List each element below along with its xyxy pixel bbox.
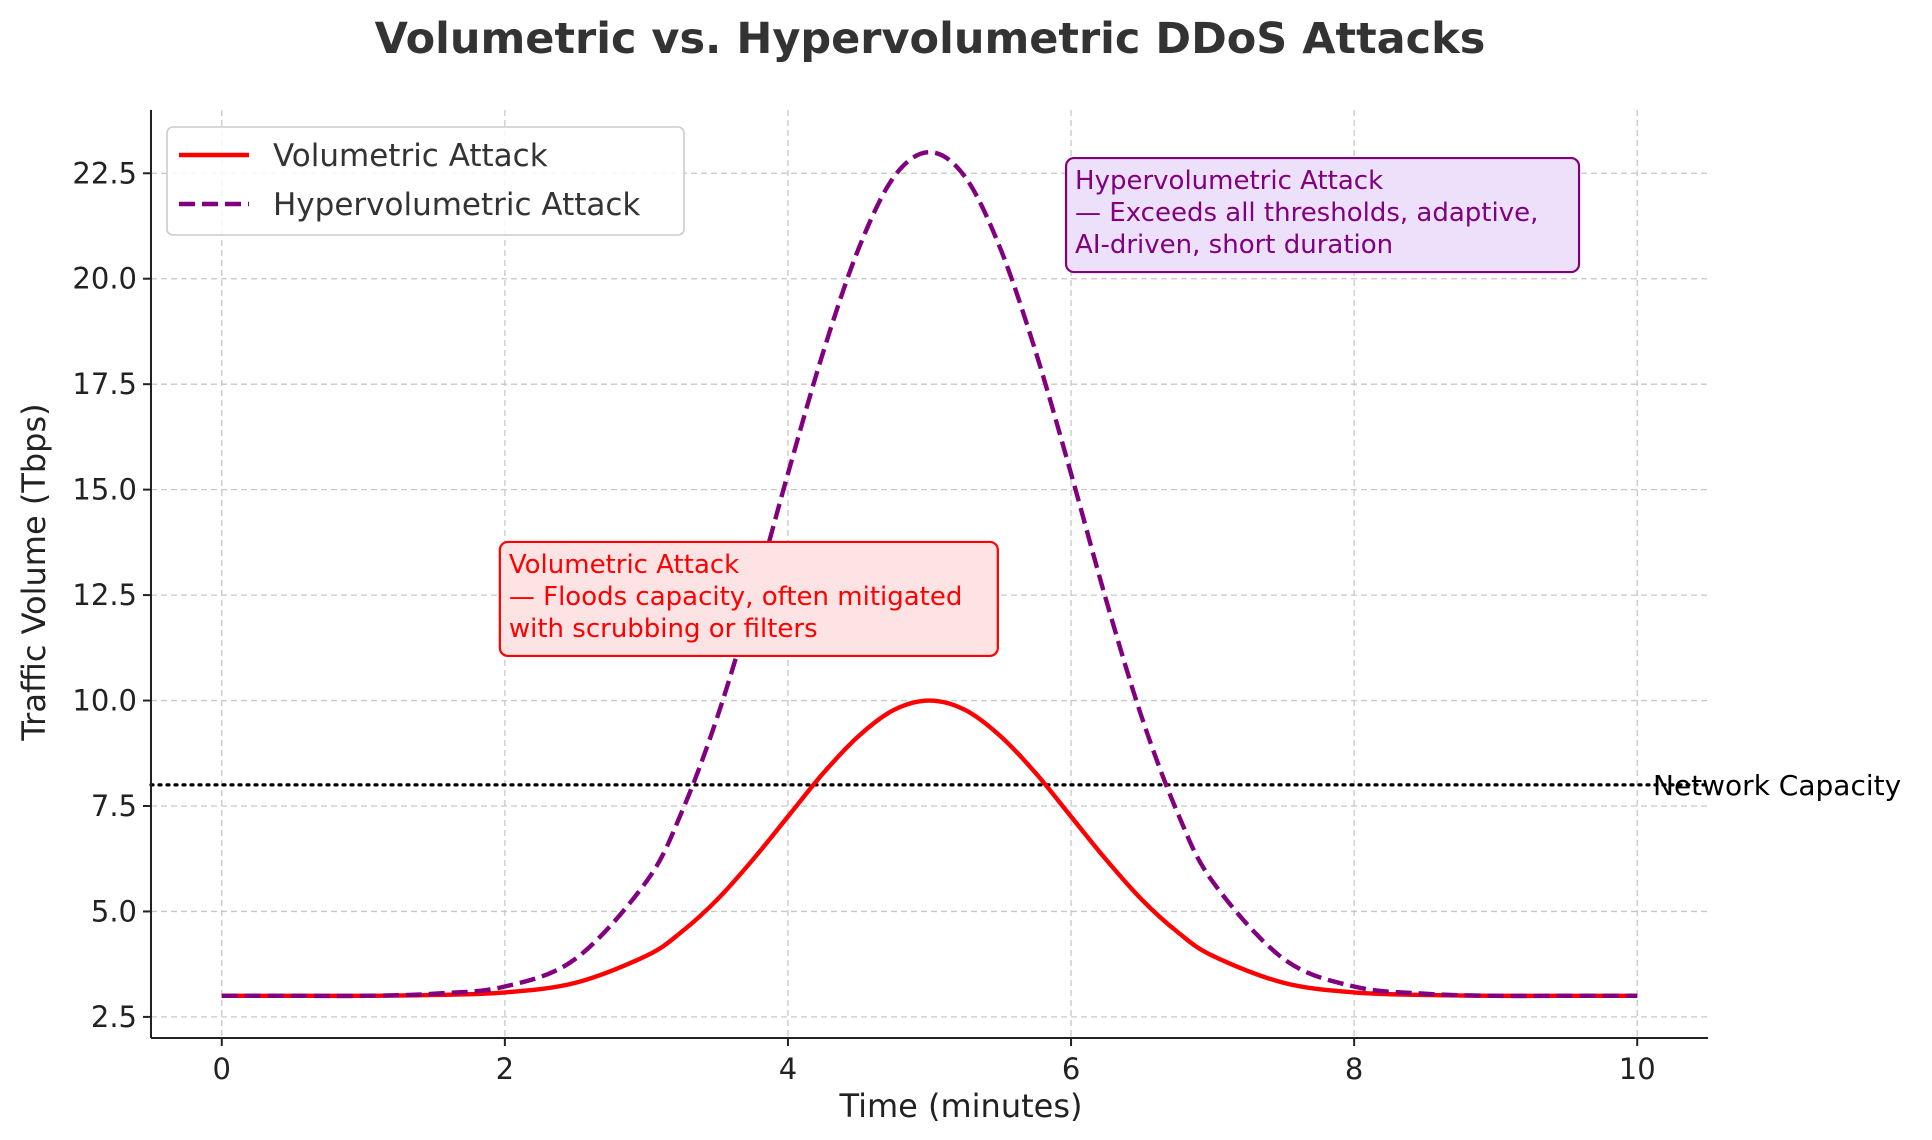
y-tick-label: 20.0 (72, 262, 137, 296)
hypervolumetric-annotation: Hypervolumetric Attack— Exceeds all thre… (1064, 156, 1581, 274)
x-tick-label: 8 (1345, 1052, 1363, 1086)
y-tick-label: 10.0 (72, 684, 137, 718)
axes (150, 110, 1708, 1039)
y-tick-label: 2.5 (91, 1000, 137, 1034)
x-tick-label: 4 (779, 1052, 797, 1086)
legend-label: Volumetric Attack (273, 138, 548, 174)
legend-box (166, 126, 685, 236)
capacity-layer: Network Capacity (149, 769, 1901, 802)
y-tick-label: 22.5 (72, 156, 137, 190)
series-layer (221, 149, 1638, 999)
y-tick-label: 5.0 (91, 894, 137, 928)
y-tick-label: 7.5 (91, 789, 137, 823)
y-tick-label: 12.5 (72, 578, 137, 612)
x-tick-label: 10 (1619, 1052, 1656, 1086)
annotation-line: Volumetric Attack (509, 550, 739, 580)
annotation-line: AI-driven, short duration (1075, 230, 1393, 260)
annotation-line: — Floods capacity, often mitigated (509, 582, 963, 612)
x-tick-label: 6 (1062, 1052, 1080, 1086)
x-axis-label: Time (minutes) (839, 1087, 1083, 1125)
hypervolumetric-series-line (221, 149, 1638, 999)
y-tick-label: 15.0 (72, 473, 137, 507)
y-tick-label: 17.5 (72, 367, 137, 401)
annotation-line: Hypervolumetric Attack (1075, 166, 1383, 196)
x-tick-label: 2 (496, 1052, 514, 1086)
ticks: 0 2 4 6 8 10 2.5 5.0 7.5 10.0 12.5 15.0 17.5 20.0 22.5 (72, 156, 1655, 1086)
y-axis-label: Traffic Volume (Tbps) (15, 403, 53, 741)
annotation-box (498, 540, 999, 658)
legend-item-hypervolumetric: Hypervolumetric Attack (179, 187, 640, 223)
volumetric-annotation: Volumetric Attack— Floods capacity, ofte… (498, 540, 999, 658)
annotation-line: — Exceeds all thresholds, adaptive, (1075, 198, 1538, 228)
network-capacity-label: Network Capacity (1653, 769, 1901, 802)
x-tick-label: 0 (213, 1052, 231, 1086)
legend-label: Hypervolumetric Attack (273, 187, 640, 223)
annotation-line: with scrubbing or filters (509, 614, 818, 644)
legend-item-volumetric: Volumetric Attack (179, 138, 548, 174)
legend: Volumetric Attack Hypervolumetric Attack (166, 126, 685, 236)
annotations: Hypervolumetric Attack— Exceeds all thre… (498, 156, 1581, 658)
volumetric-series-line (221, 698, 1638, 999)
chart-title: Volumetric vs. Hypervolumetric DDoS Atta… (375, 14, 1486, 64)
annotation-box (1064, 156, 1581, 274)
